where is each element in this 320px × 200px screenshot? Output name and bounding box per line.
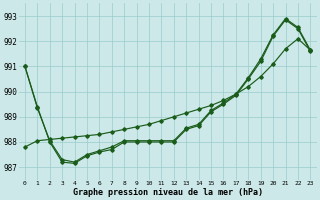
X-axis label: Graphe pression niveau de la mer (hPa): Graphe pression niveau de la mer (hPa) [73, 188, 263, 197]
